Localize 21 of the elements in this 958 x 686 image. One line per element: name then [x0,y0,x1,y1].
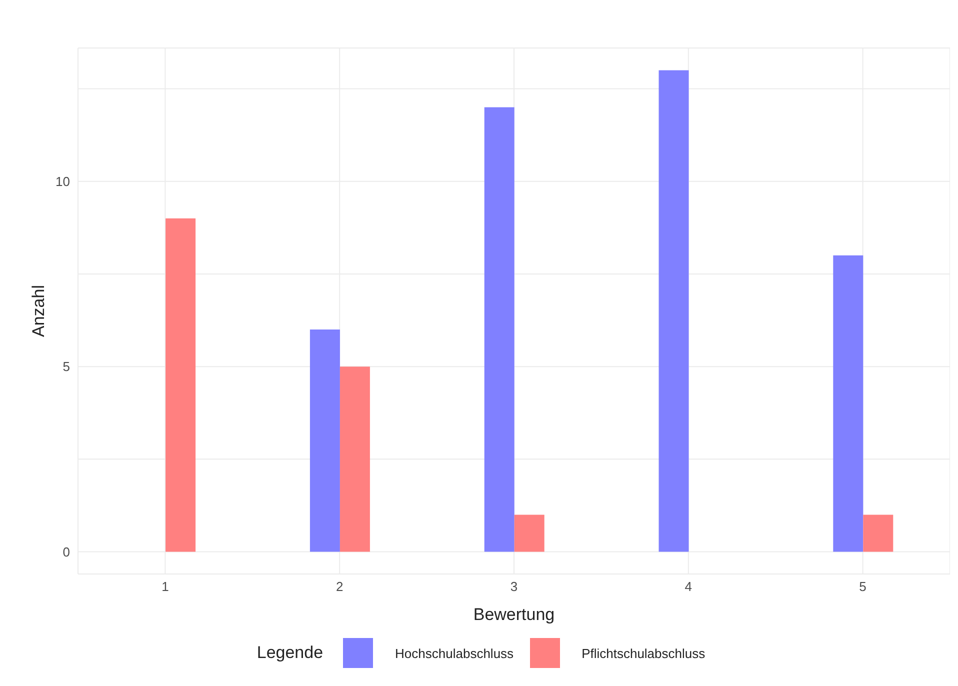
y-tick-label: 0 [62,544,70,560]
x-tick-label: 2 [336,579,344,594]
y-tick-label: 5 [62,359,70,374]
x-tick-label: 3 [510,579,518,594]
bar [166,218,196,552]
x-tick-label: 1 [162,579,169,594]
bar [310,330,340,552]
y-tick-label: 10 [56,174,70,189]
legend-label: Pflichtschulabschluss [582,646,706,660]
x-axis-title: Bewertung [473,605,555,624]
bar [863,514,894,552]
legend-title: Legende [256,643,324,663]
y-axis-title: Anzahl [29,285,48,337]
bar [833,255,864,552]
bar [484,107,514,552]
bar [340,366,370,552]
legend-label: Hochschulabschluss [395,646,514,660]
bar [514,514,544,552]
bar [658,70,689,552]
x-tick-label: 4 [684,579,692,594]
x-tick-label: 5 [859,579,866,594]
